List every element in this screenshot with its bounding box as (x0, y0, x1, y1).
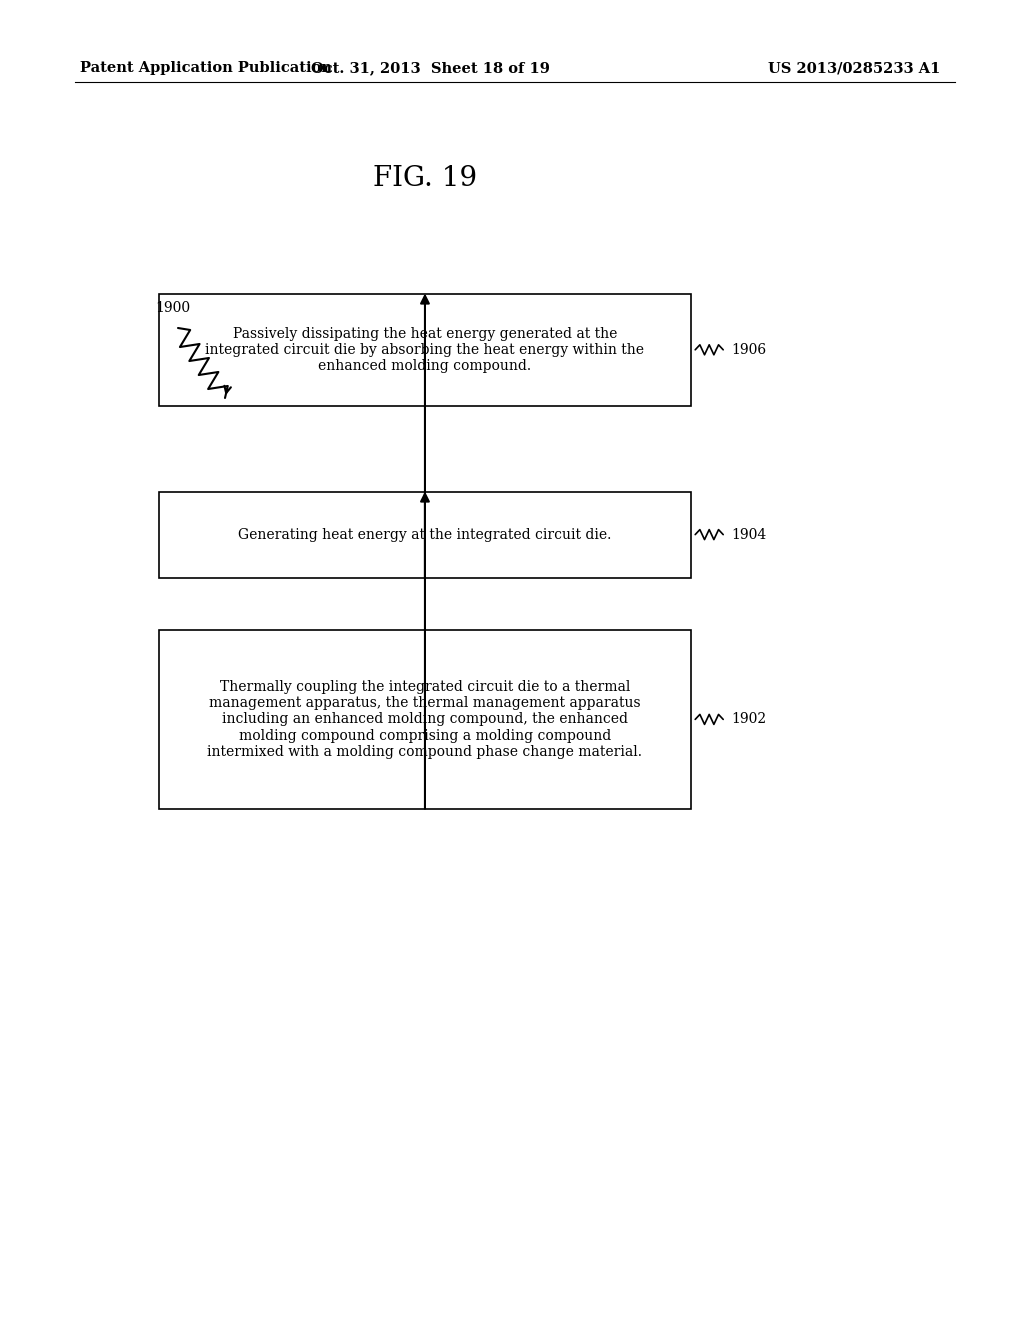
Text: 1900: 1900 (155, 301, 190, 315)
Text: Oct. 31, 2013  Sheet 18 of 19: Oct. 31, 2013 Sheet 18 of 19 (310, 61, 550, 75)
Text: 1902: 1902 (731, 713, 766, 726)
Bar (159, 631, 691, 808)
Text: FIG. 19: FIG. 19 (373, 165, 477, 191)
Bar (159, 294, 691, 407)
Text: Passively dissipating the heat energy generated at the
integrated circuit die by: Passively dissipating the heat energy ge… (206, 326, 644, 374)
Text: Generating heat energy at the integrated circuit die.: Generating heat energy at the integrated… (239, 528, 611, 541)
Bar (159, 492, 691, 578)
Text: Thermally coupling the integrated circuit die to a thermal
management apparatus,: Thermally coupling the integrated circui… (208, 680, 642, 759)
Text: 1904: 1904 (731, 528, 766, 541)
Text: US 2013/0285233 A1: US 2013/0285233 A1 (768, 61, 940, 75)
Text: 1906: 1906 (731, 343, 766, 356)
Text: Patent Application Publication: Patent Application Publication (80, 61, 332, 75)
